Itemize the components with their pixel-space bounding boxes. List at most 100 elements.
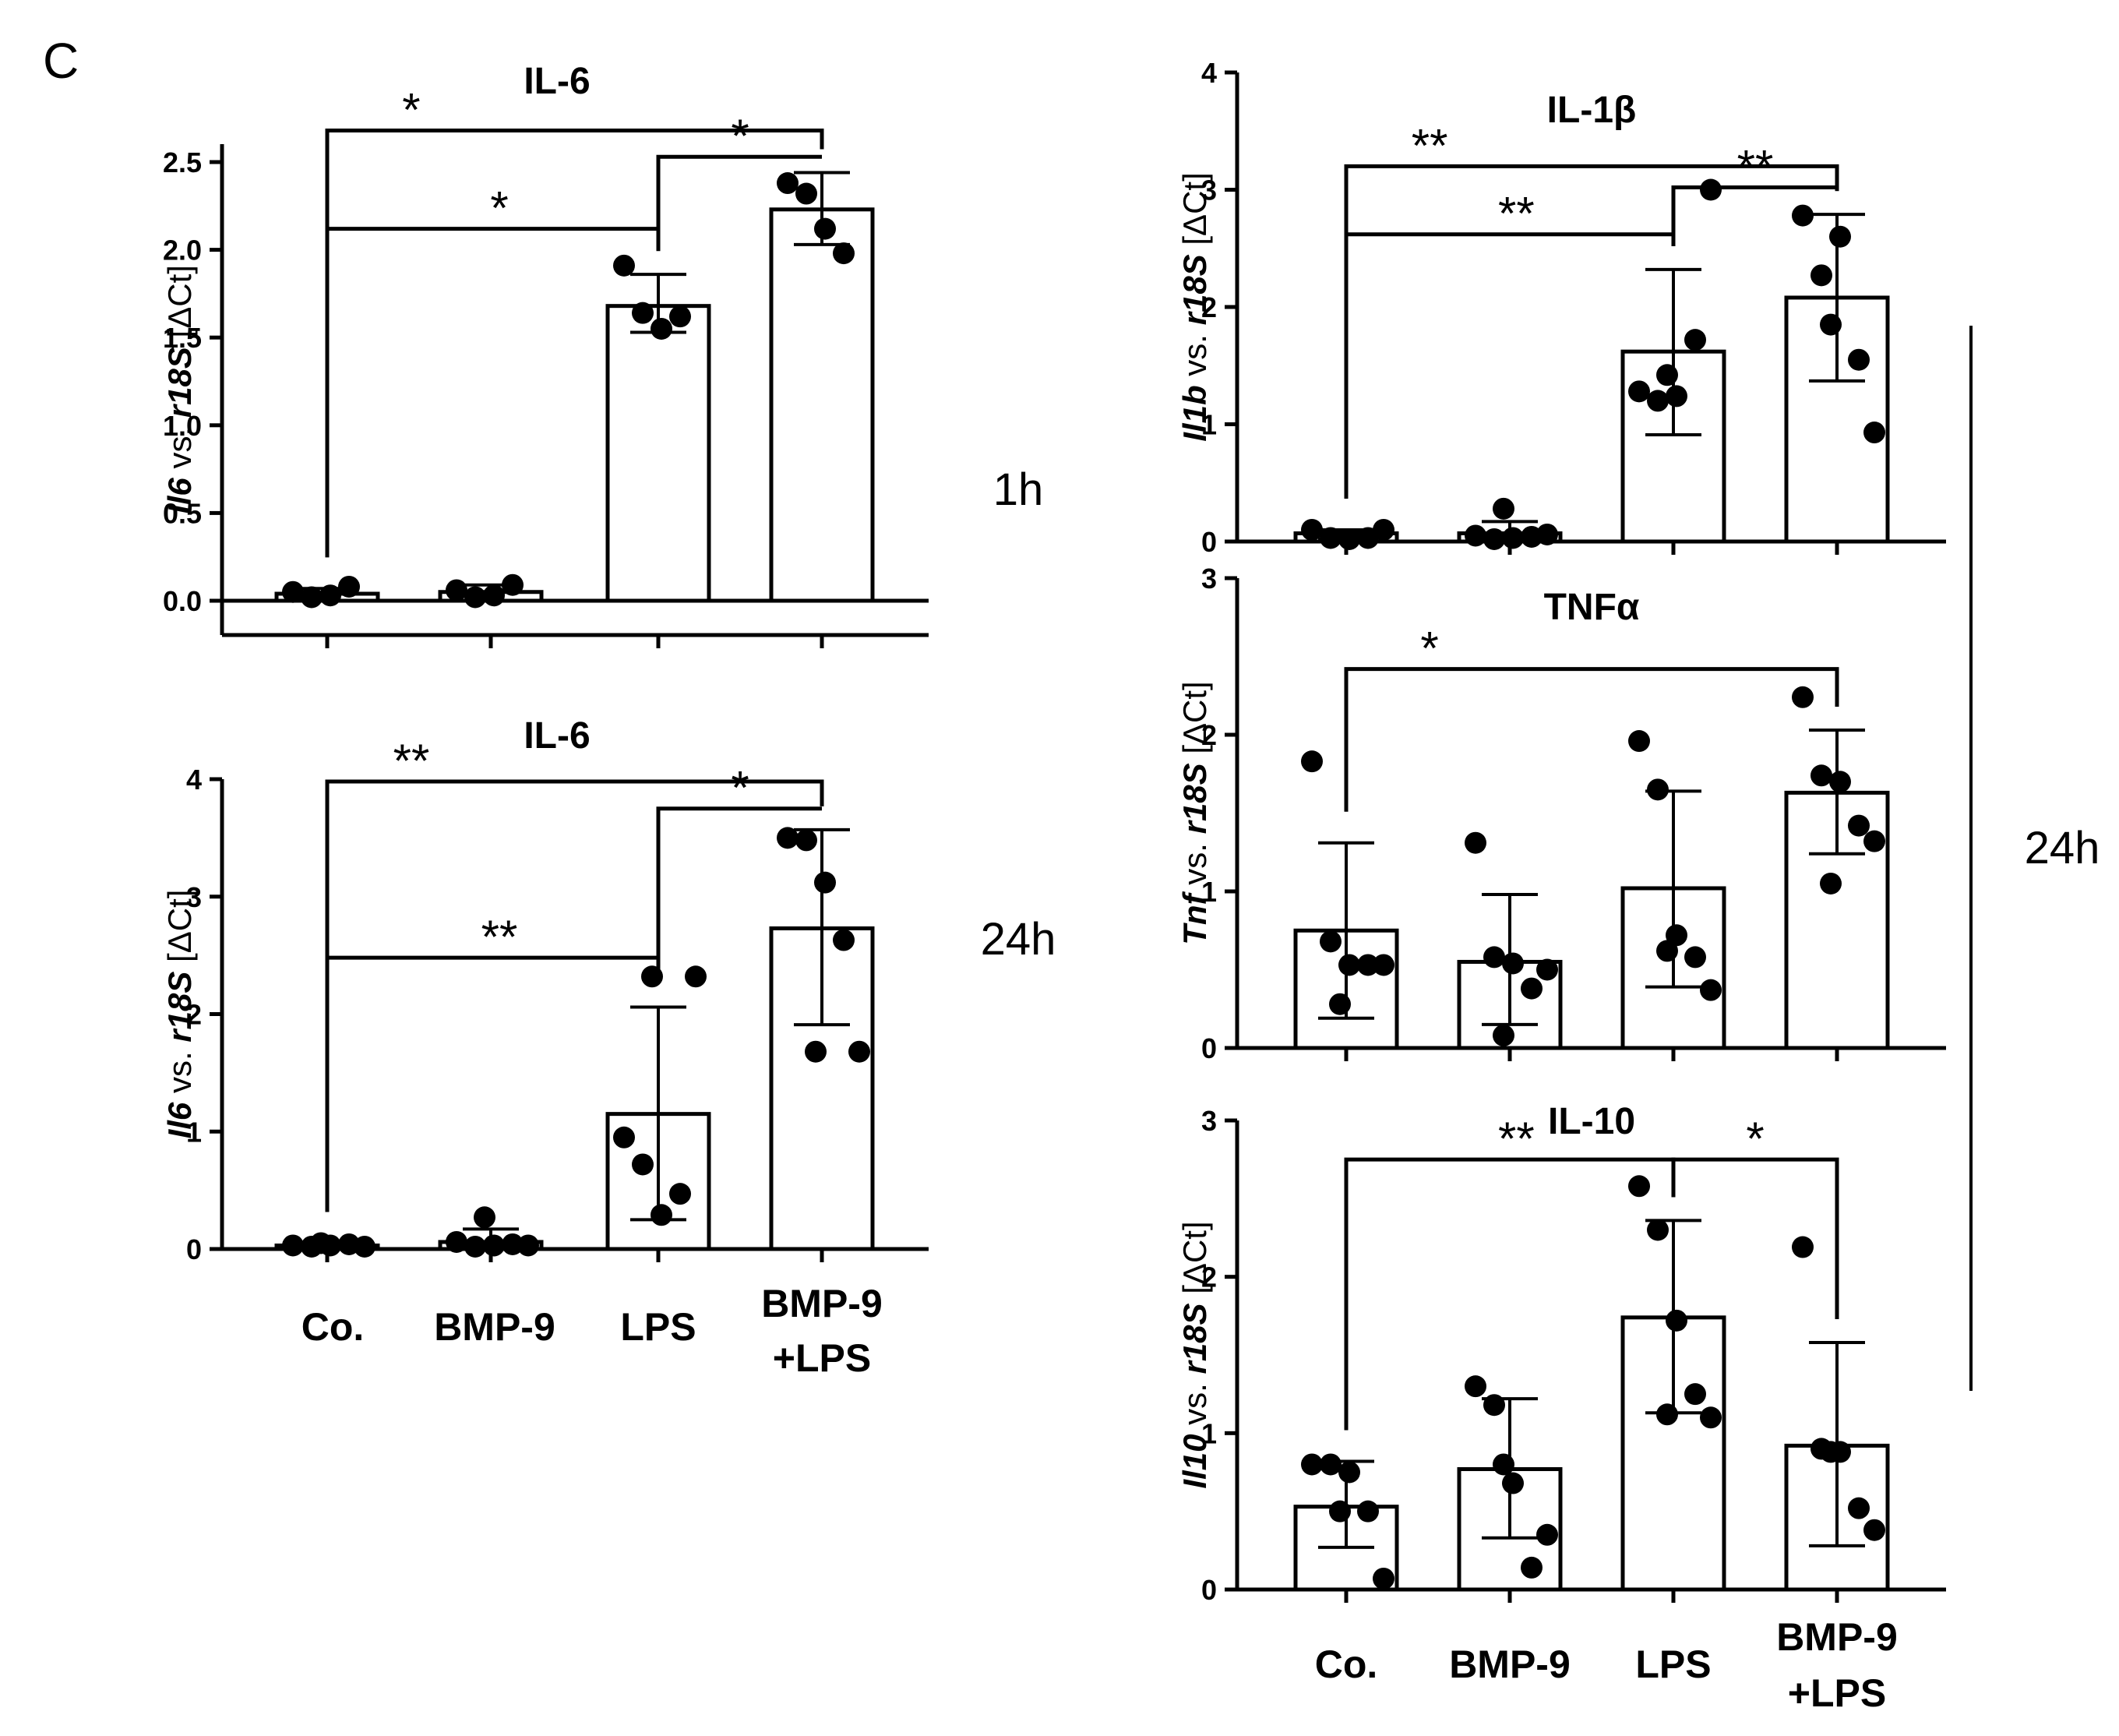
y-tick-label: 3 bbox=[1201, 563, 1217, 595]
data-point bbox=[464, 586, 486, 609]
y-tick-label: 0 bbox=[1201, 1032, 1217, 1064]
data-point bbox=[1792, 1236, 1814, 1258]
significance-bracket bbox=[1671, 1157, 1839, 1319]
data-point bbox=[464, 1235, 486, 1258]
data-point bbox=[1848, 348, 1870, 371]
data-point bbox=[1493, 497, 1514, 520]
data-point bbox=[1483, 528, 1505, 550]
y-axis-label-part: Il1b bbox=[1176, 385, 1213, 441]
data-point bbox=[1792, 204, 1814, 227]
chart-title: IL-6 bbox=[524, 61, 590, 102]
y-axis-label: Il1b vs. r18S [ΔCt] bbox=[1176, 172, 1213, 442]
category-label: Co. bbox=[1315, 1642, 1378, 1686]
significance-label: * bbox=[731, 762, 749, 814]
data-point bbox=[338, 575, 360, 598]
data-point bbox=[1792, 686, 1814, 708]
data-point bbox=[1684, 329, 1706, 351]
data-point bbox=[669, 305, 691, 328]
y-tick-label: 2 bbox=[1201, 1261, 1217, 1293]
y-axis-label-part: r18S bbox=[1176, 1303, 1213, 1374]
data-point bbox=[282, 580, 304, 603]
chart-title: IL-6 bbox=[524, 715, 590, 757]
y-axis-label-part: [ΔCt] bbox=[1176, 1221, 1213, 1303]
data-point bbox=[814, 871, 836, 894]
significance-label: * bbox=[1746, 1113, 1764, 1165]
data-point bbox=[1465, 1375, 1486, 1398]
chart-title: IL-1β bbox=[1547, 90, 1637, 131]
data-point bbox=[483, 1234, 505, 1257]
data-point bbox=[1373, 518, 1394, 541]
significance-label: * bbox=[1420, 623, 1438, 675]
y-tick-label: 3 bbox=[1201, 1105, 1217, 1137]
data-point bbox=[1829, 225, 1851, 248]
y-tick-label: 1 bbox=[1201, 876, 1217, 908]
y-axis-label-part: Il10 bbox=[1176, 1434, 1213, 1489]
category-label: +LPS bbox=[1788, 1671, 1886, 1715]
data-point bbox=[1521, 1556, 1543, 1579]
time-label-24h-left: 24h bbox=[981, 914, 1056, 965]
y-tick-label: 0 bbox=[186, 1233, 202, 1265]
data-point bbox=[833, 242, 855, 265]
significance-label: * bbox=[402, 83, 420, 136]
significance-label: ** bbox=[1498, 1113, 1535, 1165]
y-axis-label-part: r18S bbox=[161, 347, 198, 418]
data-point bbox=[1536, 523, 1558, 545]
data-point bbox=[1373, 954, 1394, 976]
data-point bbox=[1338, 528, 1360, 550]
y-tick-label: 0 bbox=[1201, 526, 1217, 558]
y-axis-label-part: [ΔCt] bbox=[1176, 681, 1213, 763]
data-point bbox=[1301, 750, 1323, 773]
data-point bbox=[319, 584, 341, 607]
data-point bbox=[1357, 954, 1379, 976]
data-point bbox=[1320, 527, 1342, 549]
data-point bbox=[1483, 1394, 1505, 1417]
y-tick-label: 1 bbox=[1201, 409, 1217, 441]
data-point bbox=[1863, 1519, 1885, 1541]
y-tick-label: 0.0 bbox=[163, 585, 202, 617]
y-tick-label: 3 bbox=[1201, 175, 1217, 206]
data-point bbox=[1465, 524, 1486, 547]
data-point bbox=[1684, 946, 1706, 969]
y-axis-label-part: r18S bbox=[1176, 254, 1213, 325]
data-point bbox=[613, 1126, 635, 1149]
data-point bbox=[1666, 1309, 1687, 1332]
data-point bbox=[446, 1230, 467, 1253]
data-point bbox=[1863, 422, 1885, 444]
data-point bbox=[310, 1232, 332, 1254]
data-point bbox=[1493, 1024, 1514, 1046]
data-point bbox=[848, 1040, 870, 1063]
data-point bbox=[833, 929, 855, 951]
category-label: BMP-9 bbox=[761, 1282, 883, 1325]
y-axis-label: Il6 vs. r18S [ΔCt] bbox=[161, 890, 198, 1139]
data-point bbox=[1628, 1175, 1650, 1198]
data-point bbox=[777, 827, 799, 849]
y-tick-label: 2.0 bbox=[163, 235, 202, 266]
category-label: LPS bbox=[1635, 1642, 1711, 1686]
data-point bbox=[1628, 730, 1650, 753]
data-point bbox=[502, 1233, 524, 1255]
y-tick-label: 4 bbox=[186, 764, 202, 796]
data-point bbox=[632, 302, 654, 324]
y-tick-label: 3 bbox=[186, 881, 202, 913]
data-point bbox=[1810, 264, 1832, 287]
data-point bbox=[1656, 364, 1678, 386]
y-tick-label: 2.5 bbox=[163, 146, 202, 178]
category-label: Co. bbox=[301, 1305, 365, 1349]
significance-label: ** bbox=[393, 735, 430, 787]
data-point bbox=[1656, 940, 1678, 962]
chart-il6-1h: IL-6 0.0 0.5 1.0 1.5 2.0 2.5 Il6 vs. r18S [ΔCt… bbox=[161, 61, 929, 648]
data-point bbox=[1357, 1500, 1379, 1523]
data-point bbox=[1536, 1523, 1558, 1546]
data-point bbox=[1329, 993, 1351, 1015]
data-point bbox=[651, 317, 672, 340]
data-point bbox=[1465, 831, 1486, 854]
data-point bbox=[1373, 1567, 1394, 1590]
significance-label: * bbox=[490, 182, 508, 235]
y-axis-label-part: Il6 bbox=[161, 478, 198, 514]
y-axis-label-part: [ΔCt] bbox=[161, 890, 198, 972]
time-label-24h-right: 24h bbox=[2025, 823, 2100, 873]
time-label-1h: 1h bbox=[993, 464, 1044, 515]
significance-label: ** bbox=[481, 911, 518, 963]
data-point bbox=[1647, 778, 1669, 801]
